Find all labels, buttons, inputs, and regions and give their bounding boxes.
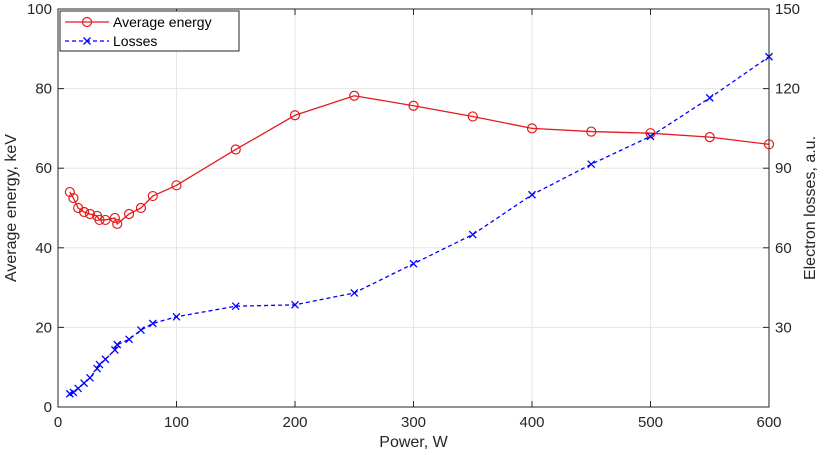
data-point — [171, 180, 182, 191]
series-average-energy — [64, 90, 775, 230]
data-point — [350, 288, 359, 297]
y-left-tick-label: 0 — [44, 399, 52, 416]
data-point — [467, 111, 478, 122]
data-point — [468, 230, 477, 239]
data-point — [409, 259, 418, 268]
legend-label: Losses — [113, 33, 157, 49]
data-point — [349, 90, 360, 101]
data-point — [289, 110, 301, 121]
data-point — [172, 312, 181, 321]
data-point — [526, 123, 538, 134]
y-left-tick-label: 80 — [35, 81, 52, 98]
data-point — [587, 160, 596, 169]
legend: Average energy Losses — [59, 10, 240, 52]
x-axis-label: Power, W — [379, 434, 448, 451]
data-point — [645, 128, 656, 139]
legend-entry: Losses — [65, 33, 157, 49]
x-tick-label: 600 — [756, 414, 781, 431]
data-point — [408, 100, 419, 111]
x-tick-label: 200 — [282, 414, 307, 431]
data-point — [113, 340, 122, 349]
x-tick-label: 0 — [54, 414, 62, 431]
data-point — [100, 214, 111, 226]
data-point — [124, 208, 135, 220]
data-point — [68, 192, 79, 204]
x-tick-label: 300 — [401, 414, 426, 431]
data-point — [646, 132, 655, 141]
data-point — [78, 206, 90, 218]
data-point — [110, 345, 119, 354]
data-point — [148, 319, 157, 328]
series-line — [69, 95, 770, 225]
x-tick-label: 400 — [519, 414, 544, 431]
y-axis-right-label: Electron losses, a.u. — [802, 136, 819, 280]
data-point — [93, 364, 102, 373]
data-point — [64, 186, 75, 198]
legend-marker — [81, 16, 93, 28]
data-point — [135, 202, 147, 214]
y-axis-left-label: Average energy, keV — [3, 134, 20, 282]
data-point — [586, 126, 597, 137]
data-point — [101, 355, 110, 364]
y-left-tick-label: 100 — [27, 1, 52, 18]
series-losses — [65, 52, 773, 398]
data-point — [147, 190, 158, 202]
y-left-tick-label: 20 — [35, 319, 52, 336]
data-point — [109, 212, 120, 224]
y-right-tick-label: 120 — [775, 81, 800, 98]
x-tick-label: 100 — [164, 414, 189, 431]
data-point — [230, 144, 241, 155]
data-point — [136, 326, 145, 335]
data-point — [528, 190, 536, 199]
y-left-tick-label: 40 — [35, 240, 52, 257]
data-point — [86, 373, 94, 382]
y-right-tick-label: 30 — [775, 319, 792, 336]
data-point — [84, 208, 96, 220]
data-point — [231, 302, 240, 311]
data-point — [112, 218, 123, 230]
y-right-tick-label: 60 — [775, 240, 792, 257]
y-left-tick-label: 60 — [35, 160, 52, 177]
data-point — [704, 132, 715, 143]
data-point — [125, 335, 134, 344]
legend-marker — [83, 37, 91, 45]
y-right-tick-label: 90 — [775, 160, 792, 177]
data-point — [94, 214, 105, 226]
series-layer — [64, 52, 775, 398]
data-point — [705, 93, 714, 102]
ticks: 0 100 200 300 400 500 600 0 20 40 60 80 100 30 60 90 120… — [27, 1, 800, 431]
y-right-tick-label: 150 — [775, 1, 800, 18]
data-point — [291, 300, 299, 309]
x-tick-label: 500 — [638, 414, 663, 431]
legend-entry: Average energy — [65, 14, 212, 30]
legend-label: Average energy — [113, 14, 212, 30]
